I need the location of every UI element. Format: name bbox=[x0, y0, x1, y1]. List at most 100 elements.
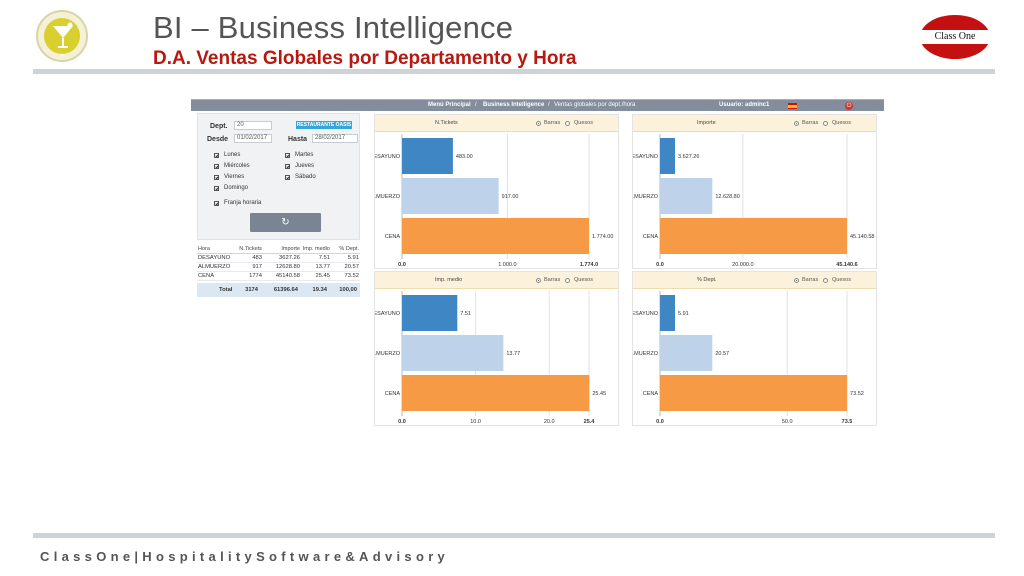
radio-barras[interactable] bbox=[794, 278, 799, 283]
bar-desayuno[interactable] bbox=[660, 138, 676, 174]
tick-label: 1.774.0 bbox=[580, 262, 598, 268]
refresh-button[interactable]: ↻ bbox=[250, 213, 321, 232]
category-label: CENA bbox=[385, 234, 401, 240]
nav-separator: / bbox=[548, 102, 550, 108]
power-icon[interactable]: ⏻ bbox=[845, 102, 853, 110]
footer-divider bbox=[33, 533, 995, 538]
table-cell: 1774 bbox=[249, 273, 262, 279]
checkbox-miercoles[interactable] bbox=[214, 164, 219, 169]
table-cell: 13.77 bbox=[315, 264, 330, 270]
bar-cena[interactable] bbox=[660, 218, 847, 254]
desde-label: Desde bbox=[207, 136, 229, 143]
desde-date-input[interactable]: 01/02/2017 bbox=[234, 134, 272, 143]
radio-quesos-label: Quesos bbox=[832, 120, 851, 126]
checkbox-jueves[interactable] bbox=[285, 164, 290, 169]
checkbox-sabado[interactable] bbox=[285, 175, 290, 180]
header-divider bbox=[33, 69, 995, 74]
radio-barras[interactable] bbox=[536, 121, 541, 126]
dept-label: Dept. bbox=[210, 123, 228, 130]
table-row: ALMUERZO 917 12628.80 13.77 20.57 bbox=[197, 263, 360, 272]
bar-almuerzo[interactable] bbox=[402, 178, 499, 214]
table-row: CENA 1774 45140.58 25.45 73.52 bbox=[197, 272, 360, 281]
tick-label: 73.5 bbox=[842, 419, 853, 425]
category-label: DESAYUNO bbox=[375, 154, 401, 160]
checkbox-label: Miércoles bbox=[224, 163, 250, 169]
bar-almuerzo[interactable] bbox=[660, 178, 713, 214]
table-cell: 19.34 bbox=[312, 287, 327, 293]
value-label: 5.91 bbox=[678, 311, 689, 317]
table-cell: 3627.26 bbox=[279, 255, 300, 261]
checkbox-viernes[interactable] bbox=[214, 175, 219, 180]
value-label: 20.57 bbox=[715, 351, 729, 357]
bar-almuerzo[interactable] bbox=[402, 335, 504, 371]
nav-separator: / bbox=[475, 102, 477, 108]
nav-business-intelligence[interactable]: Business Intelligence bbox=[483, 102, 545, 108]
bar-desayuno[interactable] bbox=[402, 295, 458, 331]
spain-flag-icon[interactable] bbox=[788, 103, 797, 109]
table-cell: 100,00 bbox=[339, 287, 357, 293]
table-total-row: Total 3174 61396.64 19.34 100,00 bbox=[197, 283, 360, 297]
chart-title: N.Tickets bbox=[435, 120, 458, 126]
class-one-logo: Class One bbox=[919, 15, 991, 59]
bar-chart: DESAYUNO 7.51 ALMUERZO 13.77 CENA 25.45 0.0 10.… bbox=[375, 291, 606, 425]
bar-almuerzo[interactable] bbox=[660, 335, 713, 371]
header-tickets: N.Tickets bbox=[239, 246, 262, 252]
value-label: 483.00 bbox=[456, 154, 473, 160]
tick-label: 50.0 bbox=[782, 419, 793, 425]
checkbox-domingo[interactable] bbox=[214, 186, 219, 191]
radio-quesos[interactable] bbox=[823, 121, 828, 126]
radio-quesos[interactable] bbox=[565, 278, 570, 283]
category-label: ALMUERZO bbox=[375, 194, 401, 200]
checkbox-label: Domingo bbox=[224, 185, 249, 191]
summary-table: Hora N.Tickets Importe Imp. medio % Dept… bbox=[197, 245, 360, 297]
checkbox-franja-horaria[interactable] bbox=[214, 201, 219, 206]
nav-menu-principal[interactable]: Menú Principal bbox=[428, 102, 471, 108]
top-navbar: Menú Principal / Business Intelligence /… bbox=[191, 99, 884, 111]
value-label: 1.774.00 bbox=[592, 234, 613, 240]
tick-label: 25.4 bbox=[584, 419, 596, 425]
tick-label: 10.0 bbox=[470, 419, 481, 425]
bar-cena[interactable] bbox=[402, 218, 589, 254]
hasta-date-input[interactable]: 28/02/2017 bbox=[312, 134, 358, 143]
table-cell: 73.52 bbox=[344, 273, 359, 279]
chart-title: Importe bbox=[697, 120, 716, 126]
table-cell: 917 bbox=[252, 264, 262, 270]
class-one-logo-text: Class One bbox=[934, 31, 976, 42]
header-pct-dept: % Dept. bbox=[339, 246, 359, 252]
bar-cena[interactable] bbox=[402, 375, 590, 411]
dept-input[interactable]: 20 bbox=[234, 121, 272, 130]
filter-panel: Dept. 20 RESTAURANTE OASIS Desde 01/02/2… bbox=[197, 113, 360, 240]
category-label: CENA bbox=[643, 234, 659, 240]
tick-label: 45.140.6 bbox=[836, 262, 857, 268]
hasta-label: Hasta bbox=[288, 136, 308, 143]
checkbox-martes[interactable] bbox=[285, 153, 290, 158]
user-label[interactable]: Usuario: adminc1 bbox=[719, 102, 770, 108]
table-cell: 20.57 bbox=[344, 264, 359, 270]
logo-text: bi bbox=[60, 52, 64, 57]
tick-label: 20.0 bbox=[544, 419, 555, 425]
radio-barras[interactable] bbox=[536, 278, 541, 283]
tick-label: 0.0 bbox=[656, 262, 664, 268]
chart-header: % Dept. Barras Quesos bbox=[633, 272, 876, 289]
category-label: CENA bbox=[385, 391, 401, 397]
bar-cena[interactable] bbox=[660, 375, 848, 411]
restaurant-badge: RESTAURANTE OASIS bbox=[296, 121, 352, 129]
table-cell: 483 bbox=[252, 255, 262, 261]
header-hora: Hora bbox=[198, 246, 210, 252]
radio-quesos[interactable] bbox=[565, 121, 570, 126]
radio-barras[interactable] bbox=[794, 121, 799, 126]
bar-desayuno[interactable] bbox=[660, 295, 676, 331]
table-cell: 3174 bbox=[245, 287, 258, 293]
radio-quesos[interactable] bbox=[823, 278, 828, 283]
tick-label: 20.000.0 bbox=[732, 262, 753, 268]
table-cell: DESAYUNO bbox=[198, 255, 231, 261]
value-label: 7.51 bbox=[460, 311, 471, 317]
table-row: DESAYUNO 483 3627.26 7.51 5.91 bbox=[197, 254, 360, 263]
cocktail-glass-icon bbox=[53, 22, 73, 48]
checkbox-lunes[interactable] bbox=[214, 153, 219, 158]
radio-quesos-label: Quesos bbox=[574, 277, 593, 283]
bar-desayuno[interactable] bbox=[402, 138, 453, 174]
value-label: 45.140.58 bbox=[850, 234, 874, 240]
tick-label: 1.000.0 bbox=[498, 262, 516, 268]
tick-label: 0.0 bbox=[656, 419, 664, 425]
